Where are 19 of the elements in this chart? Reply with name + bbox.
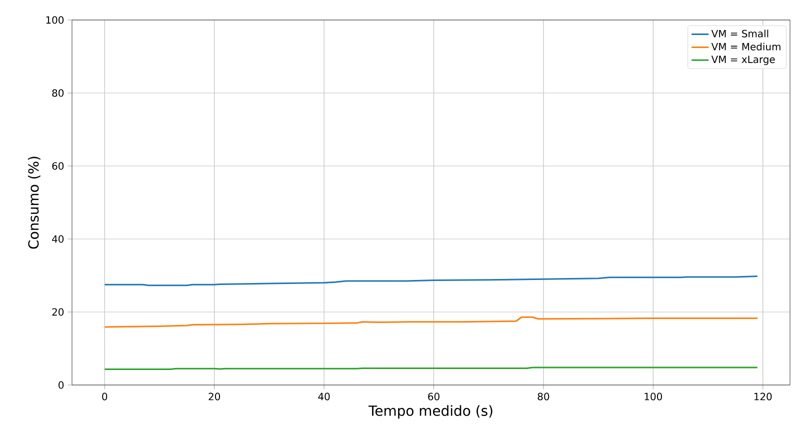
legend-label: VM = Medium <box>711 42 780 50</box>
x-tick-label: 40 <box>318 392 330 400</box>
y-axis-title: Consumo (%) <box>28 156 40 249</box>
y-tick-label: 80 <box>52 89 64 97</box>
y-tick-label: 60 <box>52 162 64 170</box>
legend-label: VM = xLarge <box>711 56 775 66</box>
y-tick-label: 0 <box>58 381 64 389</box>
x-axis-title: Tempo medido (s) <box>368 405 492 419</box>
legend-label: VM = Small <box>711 30 768 38</box>
x-tick-label: 60 <box>428 392 440 400</box>
x-tick-label: 120 <box>754 392 772 400</box>
y-tick-label: 40 <box>52 235 64 243</box>
y-tick-label: 100 <box>46 16 64 24</box>
y-tick-label: 20 <box>52 308 64 316</box>
x-tick-label: 20 <box>208 392 220 400</box>
line-series <box>104 316 758 328</box>
x-tick-label: 80 <box>538 392 550 400</box>
x-tick-label: 100 <box>644 392 662 400</box>
x-tick-label: 0 <box>102 392 108 400</box>
